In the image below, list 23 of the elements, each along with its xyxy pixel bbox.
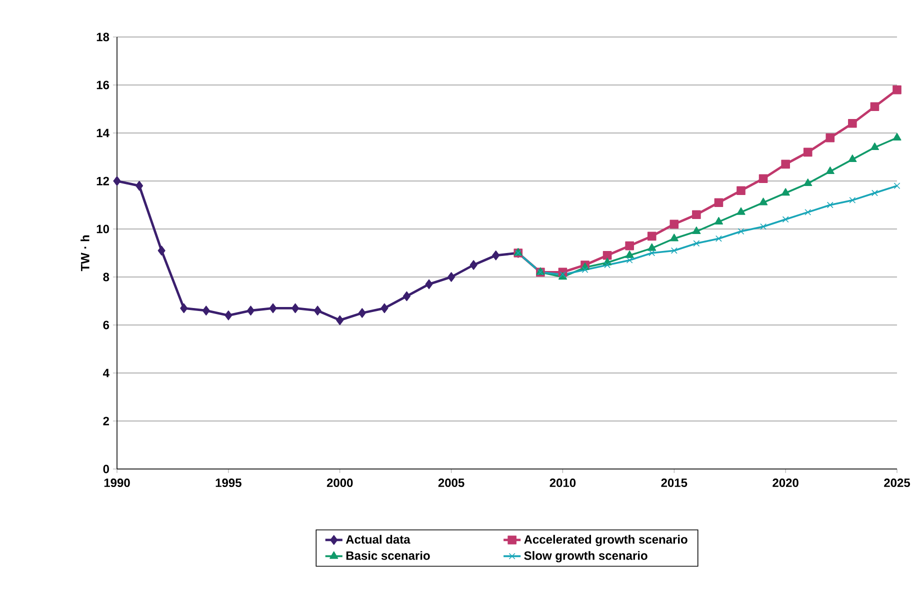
legend-label: Accelerated growth scenario [524, 534, 688, 546]
x-tick-label: 2015 [661, 478, 688, 488]
y-tick-label: 2 [103, 416, 109, 426]
y-tick-label: 6 [103, 320, 110, 330]
y-tick-label: 16 [96, 80, 110, 90]
legend-label: Actual data [346, 534, 410, 544]
x-tick-label: 2000 [326, 478, 353, 488]
y-tick-label: 18 [96, 32, 110, 42]
x-tick-label: 2005 [438, 478, 464, 488]
y-tick-label: 0 [103, 464, 109, 474]
x-tick-label: 1995 [216, 478, 242, 488]
y-tick-label: 10 [96, 224, 109, 234]
x-tick-label: 1990 [104, 478, 130, 488]
y-axis-title: TW · h [80, 235, 90, 272]
legend-label: Basic scenario [346, 551, 430, 560]
x-tick-label: 2020 [772, 478, 798, 488]
y-tick-label: 4 [102, 368, 110, 378]
x-tick-label: 2010 [550, 478, 576, 488]
y-tick-label: 12 [96, 176, 109, 186]
y-tick-label: 8 [103, 272, 110, 282]
legend-label: Slow growth scenario [524, 551, 648, 562]
y-tick-label: 14 [96, 128, 110, 138]
x-tick-label: 2025 [884, 478, 910, 488]
